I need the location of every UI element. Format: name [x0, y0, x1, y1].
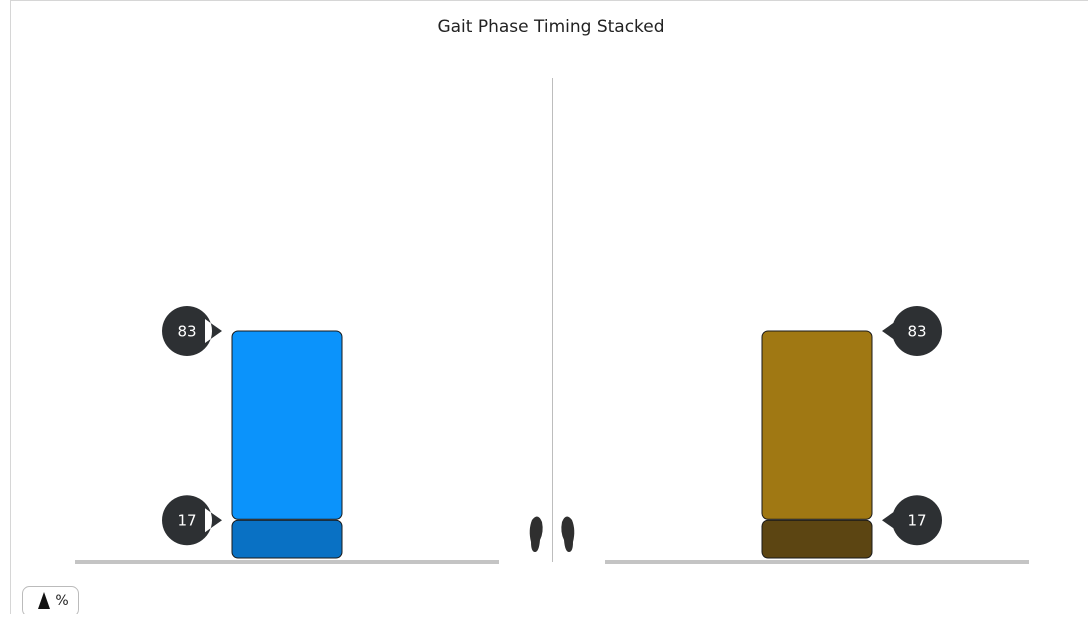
value-bubble: 17 — [882, 495, 943, 546]
value-bubble: 83 — [162, 306, 222, 356]
unit-toggle[interactable]: % — [22, 586, 79, 617]
value-bubble: 17 — [162, 495, 222, 546]
toggle-icon — [38, 592, 50, 609]
toggle-button[interactable] — [22, 586, 79, 617]
value-label: 83 — [907, 323, 926, 341]
value-bubble: 83 — [882, 306, 943, 356]
bubble-shape — [882, 495, 943, 546]
value-label: 17 — [907, 512, 926, 530]
chart-title: Gait Phase Timing Stacked — [437, 17, 664, 37]
bubble-shape — [882, 306, 943, 356]
bar-segment — [761, 519, 873, 559]
feet-icon — [529, 516, 575, 552]
value-label: 17 — [177, 512, 196, 530]
foot-left — [529, 516, 543, 552]
foot-right — [561, 516, 575, 552]
bubble-shape — [162, 495, 222, 546]
baseline — [605, 560, 1029, 564]
baseline — [75, 560, 499, 564]
bubble-shape — [162, 306, 222, 356]
bar-segment — [231, 519, 343, 559]
value-label: 83 — [177, 323, 196, 341]
bar-segment — [231, 330, 343, 520]
bar-segment — [761, 330, 873, 520]
toggle-label[interactable]: % — [55, 593, 68, 609]
